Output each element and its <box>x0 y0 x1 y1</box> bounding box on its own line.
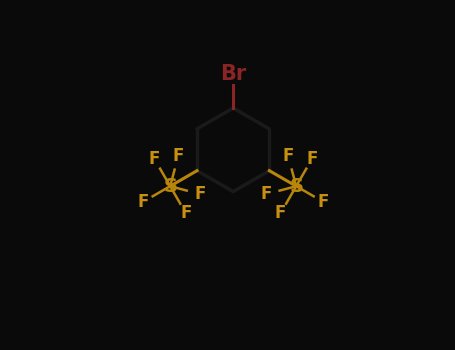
Text: F: F <box>137 193 149 211</box>
Text: S: S <box>289 177 303 196</box>
Text: F: F <box>283 147 294 165</box>
Text: F: F <box>149 150 160 168</box>
Text: F: F <box>180 204 192 222</box>
Text: S: S <box>163 177 177 196</box>
Text: F: F <box>172 147 184 165</box>
Text: F: F <box>275 204 286 222</box>
Text: F: F <box>195 185 206 203</box>
Text: Br: Br <box>220 64 246 84</box>
Text: F: F <box>306 150 318 168</box>
Text: F: F <box>260 185 272 203</box>
Text: F: F <box>318 193 329 211</box>
